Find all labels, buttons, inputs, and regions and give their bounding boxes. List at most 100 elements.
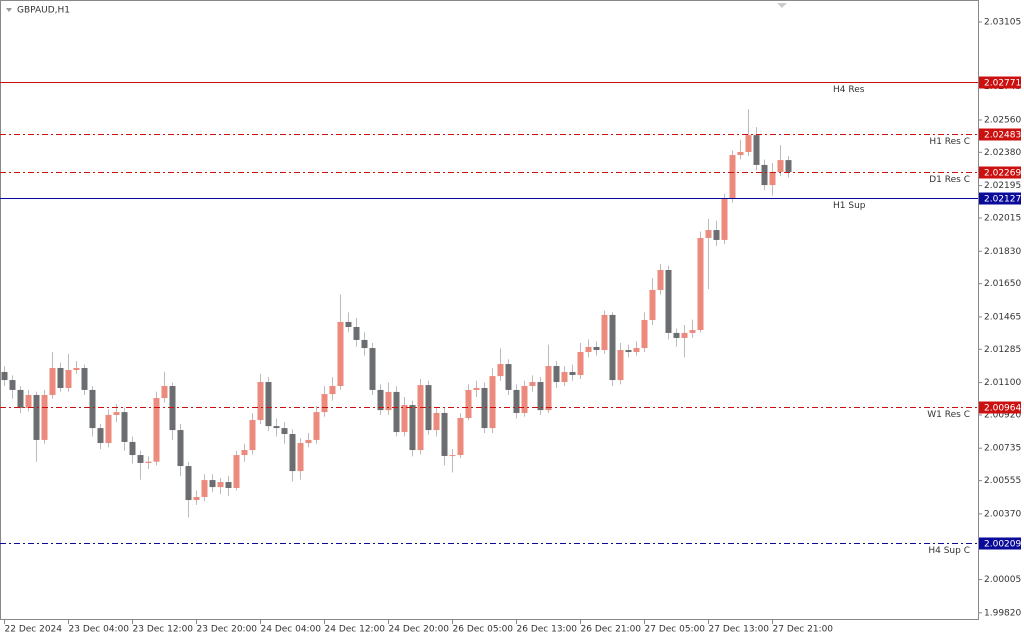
candle-body: [673, 332, 680, 338]
y-tick-label: 2.00555: [984, 476, 1021, 486]
x-tick-label: 23 Dec 12:00: [133, 625, 194, 635]
candle-body: [89, 389, 96, 429]
candle-body: [337, 321, 344, 386]
shift-marker: [777, 3, 787, 8]
price-box: [979, 76, 1021, 89]
candle-body: [393, 391, 400, 433]
x-tick-label: 26 Dec 13:00: [517, 625, 578, 635]
candle-body: [473, 387, 480, 390]
candle-body: [745, 135, 752, 152]
candle-body: [441, 412, 448, 456]
candle-body: [265, 382, 272, 427]
candle-body: [577, 351, 584, 376]
candle-body: [409, 405, 416, 451]
price-box-label: 2.02269: [984, 169, 1021, 179]
candle-body: [313, 412, 320, 440]
price-box: [979, 128, 1021, 141]
candle-body: [81, 368, 88, 390]
candle-body: [1, 371, 8, 381]
price-box-label: 2.00964: [984, 404, 1021, 414]
x-tick-label: 22 Dec 2024: [5, 625, 63, 635]
y-tick-label: 2.01650: [984, 279, 1021, 289]
y-tick-label: 2.03105: [984, 17, 1021, 27]
y-tick-label: 1.99820: [984, 608, 1021, 618]
candle-body: [753, 135, 760, 165]
price-box: [979, 166, 1021, 179]
candle-body: [777, 160, 784, 172]
candle-body: [401, 405, 408, 433]
candle-body: [529, 382, 536, 386]
x-tick-label: 27 Dec 05:00: [645, 625, 706, 635]
candle-body: [713, 230, 720, 240]
candle-body: [689, 330, 696, 333]
candle-body: [617, 350, 624, 381]
candle-body: [289, 434, 296, 472]
candle-body: [665, 269, 672, 333]
level-label: H4 Res: [833, 85, 865, 95]
candle-body: [297, 443, 304, 472]
price-box-label: 2.00209: [984, 540, 1021, 550]
candle-body: [545, 366, 552, 411]
candle-body: [233, 455, 240, 488]
candle-body: [209, 480, 216, 488]
candle-body: [641, 319, 648, 349]
candle-body: [305, 439, 312, 444]
candle-body: [609, 314, 616, 381]
price-box: [979, 192, 1021, 205]
candle-body: [593, 346, 600, 351]
candle-body: [649, 289, 656, 320]
candle-body: [121, 412, 128, 442]
candle-body: [537, 382, 544, 411]
candle-body: [633, 348, 640, 352]
candle-body: [201, 480, 208, 497]
candle-body: [129, 441, 136, 456]
level-label: W1 Res C: [927, 410, 970, 420]
candle-body: [17, 389, 24, 408]
candle-body: [417, 385, 424, 451]
x-tick-label: 27 Dec 21:00: [773, 625, 834, 635]
x-tick-label: 26 Dec 05:00: [453, 625, 514, 635]
candle-body: [561, 371, 568, 383]
candle-body: [249, 419, 256, 451]
candle-body: [761, 164, 768, 186]
x-tick-label: 24 Dec 12:00: [325, 625, 386, 635]
level-label: H1 Sup: [833, 201, 866, 211]
candle-body: [65, 369, 72, 388]
price-box-label: 2.02483: [984, 131, 1021, 141]
candle-body: [329, 385, 336, 395]
y-tick-label: 2.01465: [984, 312, 1021, 322]
chart-title: GBPAUD,H1: [17, 6, 70, 16]
candle-body: [169, 385, 176, 431]
candle-body: [361, 339, 368, 349]
candle-body: [177, 430, 184, 467]
candle-body: [353, 326, 360, 340]
candle-body: [769, 171, 776, 186]
candle-body: [345, 321, 352, 327]
x-tick-label: 27 Dec 13:00: [709, 625, 770, 635]
candle-body: [457, 418, 464, 456]
y-tick-label: 2.00370: [984, 509, 1021, 519]
candle-body: [225, 482, 232, 488]
x-tick-label: 26 Dec 21:00: [581, 625, 642, 635]
y-tick-label: 2.00735: [984, 444, 1021, 454]
candle-body: [553, 366, 560, 383]
candle-body: [521, 385, 528, 413]
candle-body: [785, 160, 792, 172]
x-tick-label: 24 Dec 04:00: [261, 625, 322, 635]
candle-body: [321, 394, 328, 413]
candle-body: [193, 496, 200, 501]
candle-body: [657, 269, 664, 290]
candle-body: [705, 230, 712, 238]
candle-body: [729, 155, 736, 199]
price-box: [979, 537, 1021, 550]
y-tick-label: 2.01830: [984, 247, 1021, 257]
candle-body: [681, 332, 688, 338]
price-box-label: 2.02127: [984, 195, 1021, 205]
candle-body: [449, 455, 456, 457]
level-label: H4 Sup C: [928, 546, 970, 556]
candle-body: [497, 364, 504, 377]
candle-body: [489, 376, 496, 429]
symbol-menu-arrow[interactable]: [6, 8, 12, 12]
y-tick-label: 2.02015: [984, 213, 1021, 223]
